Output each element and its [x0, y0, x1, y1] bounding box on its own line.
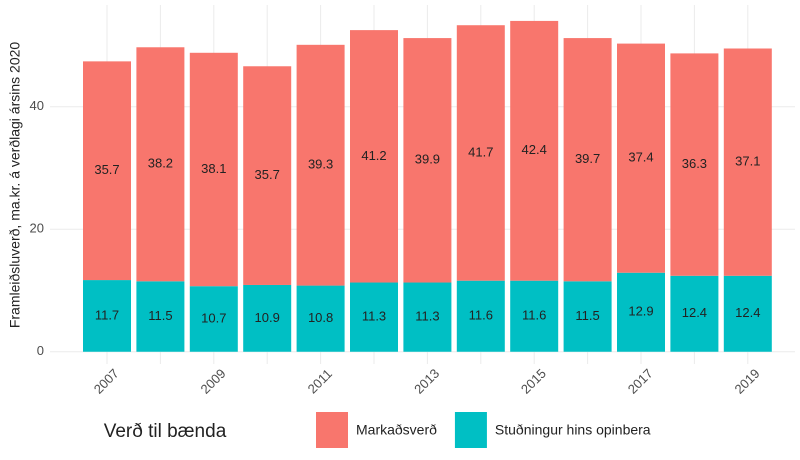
bar-segment	[296, 44, 345, 286]
x-tick-label: 2017	[625, 366, 656, 397]
bar-segment	[510, 280, 559, 352]
legend-key	[316, 412, 348, 448]
y-axis-label: Framleiðsluverð, ma.kr. á verðlagi ársin…	[7, 42, 23, 329]
bar-segment	[563, 38, 612, 282]
bar-segment	[456, 280, 505, 352]
data-label: 10.7	[201, 310, 226, 325]
legend-key	[454, 412, 487, 448]
data-label: 12.9	[628, 304, 653, 319]
data-label: 42.4	[522, 142, 547, 157]
bar-segment	[456, 25, 505, 281]
legend-title: Verð til bænda	[104, 421, 227, 442]
data-label: 38.2	[148, 156, 173, 171]
data-label: 39.3	[308, 157, 333, 172]
bar-segment	[189, 52, 238, 287]
bar-segment	[617, 43, 665, 273]
legend-label: Markaðsverð	[356, 422, 437, 438]
data-label: 10.9	[255, 310, 280, 325]
data-label: 39.7	[575, 151, 600, 166]
data-label: 41.7	[468, 144, 493, 159]
data-label: 11.5	[575, 308, 599, 323]
data-label: 12.4	[682, 305, 707, 320]
bar-segment	[136, 281, 185, 352]
bar-segment	[563, 281, 612, 352]
bar-segment	[510, 20, 559, 281]
bar-segment	[403, 38, 452, 283]
data-label: 38.1	[201, 161, 226, 176]
data-label: 35.7	[255, 167, 280, 182]
legend-label: Stuðningur hins opinbera	[495, 422, 651, 438]
x-tick-label: 2019	[732, 366, 763, 397]
bar-segment	[723, 48, 772, 276]
x-tick-label: 2013	[411, 366, 442, 397]
data-label: 37.4	[628, 150, 653, 165]
bar-segment	[617, 272, 665, 352]
bar-segment	[83, 280, 131, 352]
x-tick-label: 2007	[91, 366, 122, 397]
data-label: 11.6	[469, 308, 493, 323]
bar-segment	[350, 30, 398, 283]
data-label: 39.9	[415, 152, 440, 167]
data-label: 11.3	[362, 309, 386, 324]
bar-segment	[670, 275, 719, 352]
data-label: 41.2	[361, 148, 386, 163]
data-label: 11.5	[148, 308, 172, 323]
data-label: 12.4	[735, 305, 760, 320]
y-tick-label: 40	[30, 98, 44, 113]
bar-segment	[189, 286, 238, 352]
bar-segment	[243, 66, 292, 285]
bar-segment	[670, 53, 719, 276]
bar-segment	[296, 285, 345, 352]
data-label: 35.7	[94, 162, 119, 177]
data-label: 11.6	[522, 308, 546, 323]
bar-segment	[136, 47, 185, 282]
data-label: 37.1	[735, 154, 760, 169]
bar-segment	[723, 275, 772, 352]
bar-segment	[83, 61, 131, 281]
x-tick-label: 2009	[198, 366, 229, 397]
x-tick-label: 2011	[305, 366, 335, 396]
bar-segment	[403, 282, 452, 352]
data-label: 10.8	[308, 310, 333, 325]
data-label: 11.3	[415, 309, 439, 324]
bar-segment	[350, 282, 398, 352]
data-label: 36.3	[682, 156, 707, 171]
y-tick-label: 20	[30, 221, 44, 236]
y-tick-label: 0	[37, 343, 44, 358]
data-label: 11.7	[95, 307, 119, 322]
x-tick-label: 2015	[518, 366, 549, 397]
bar-segment	[243, 284, 292, 352]
